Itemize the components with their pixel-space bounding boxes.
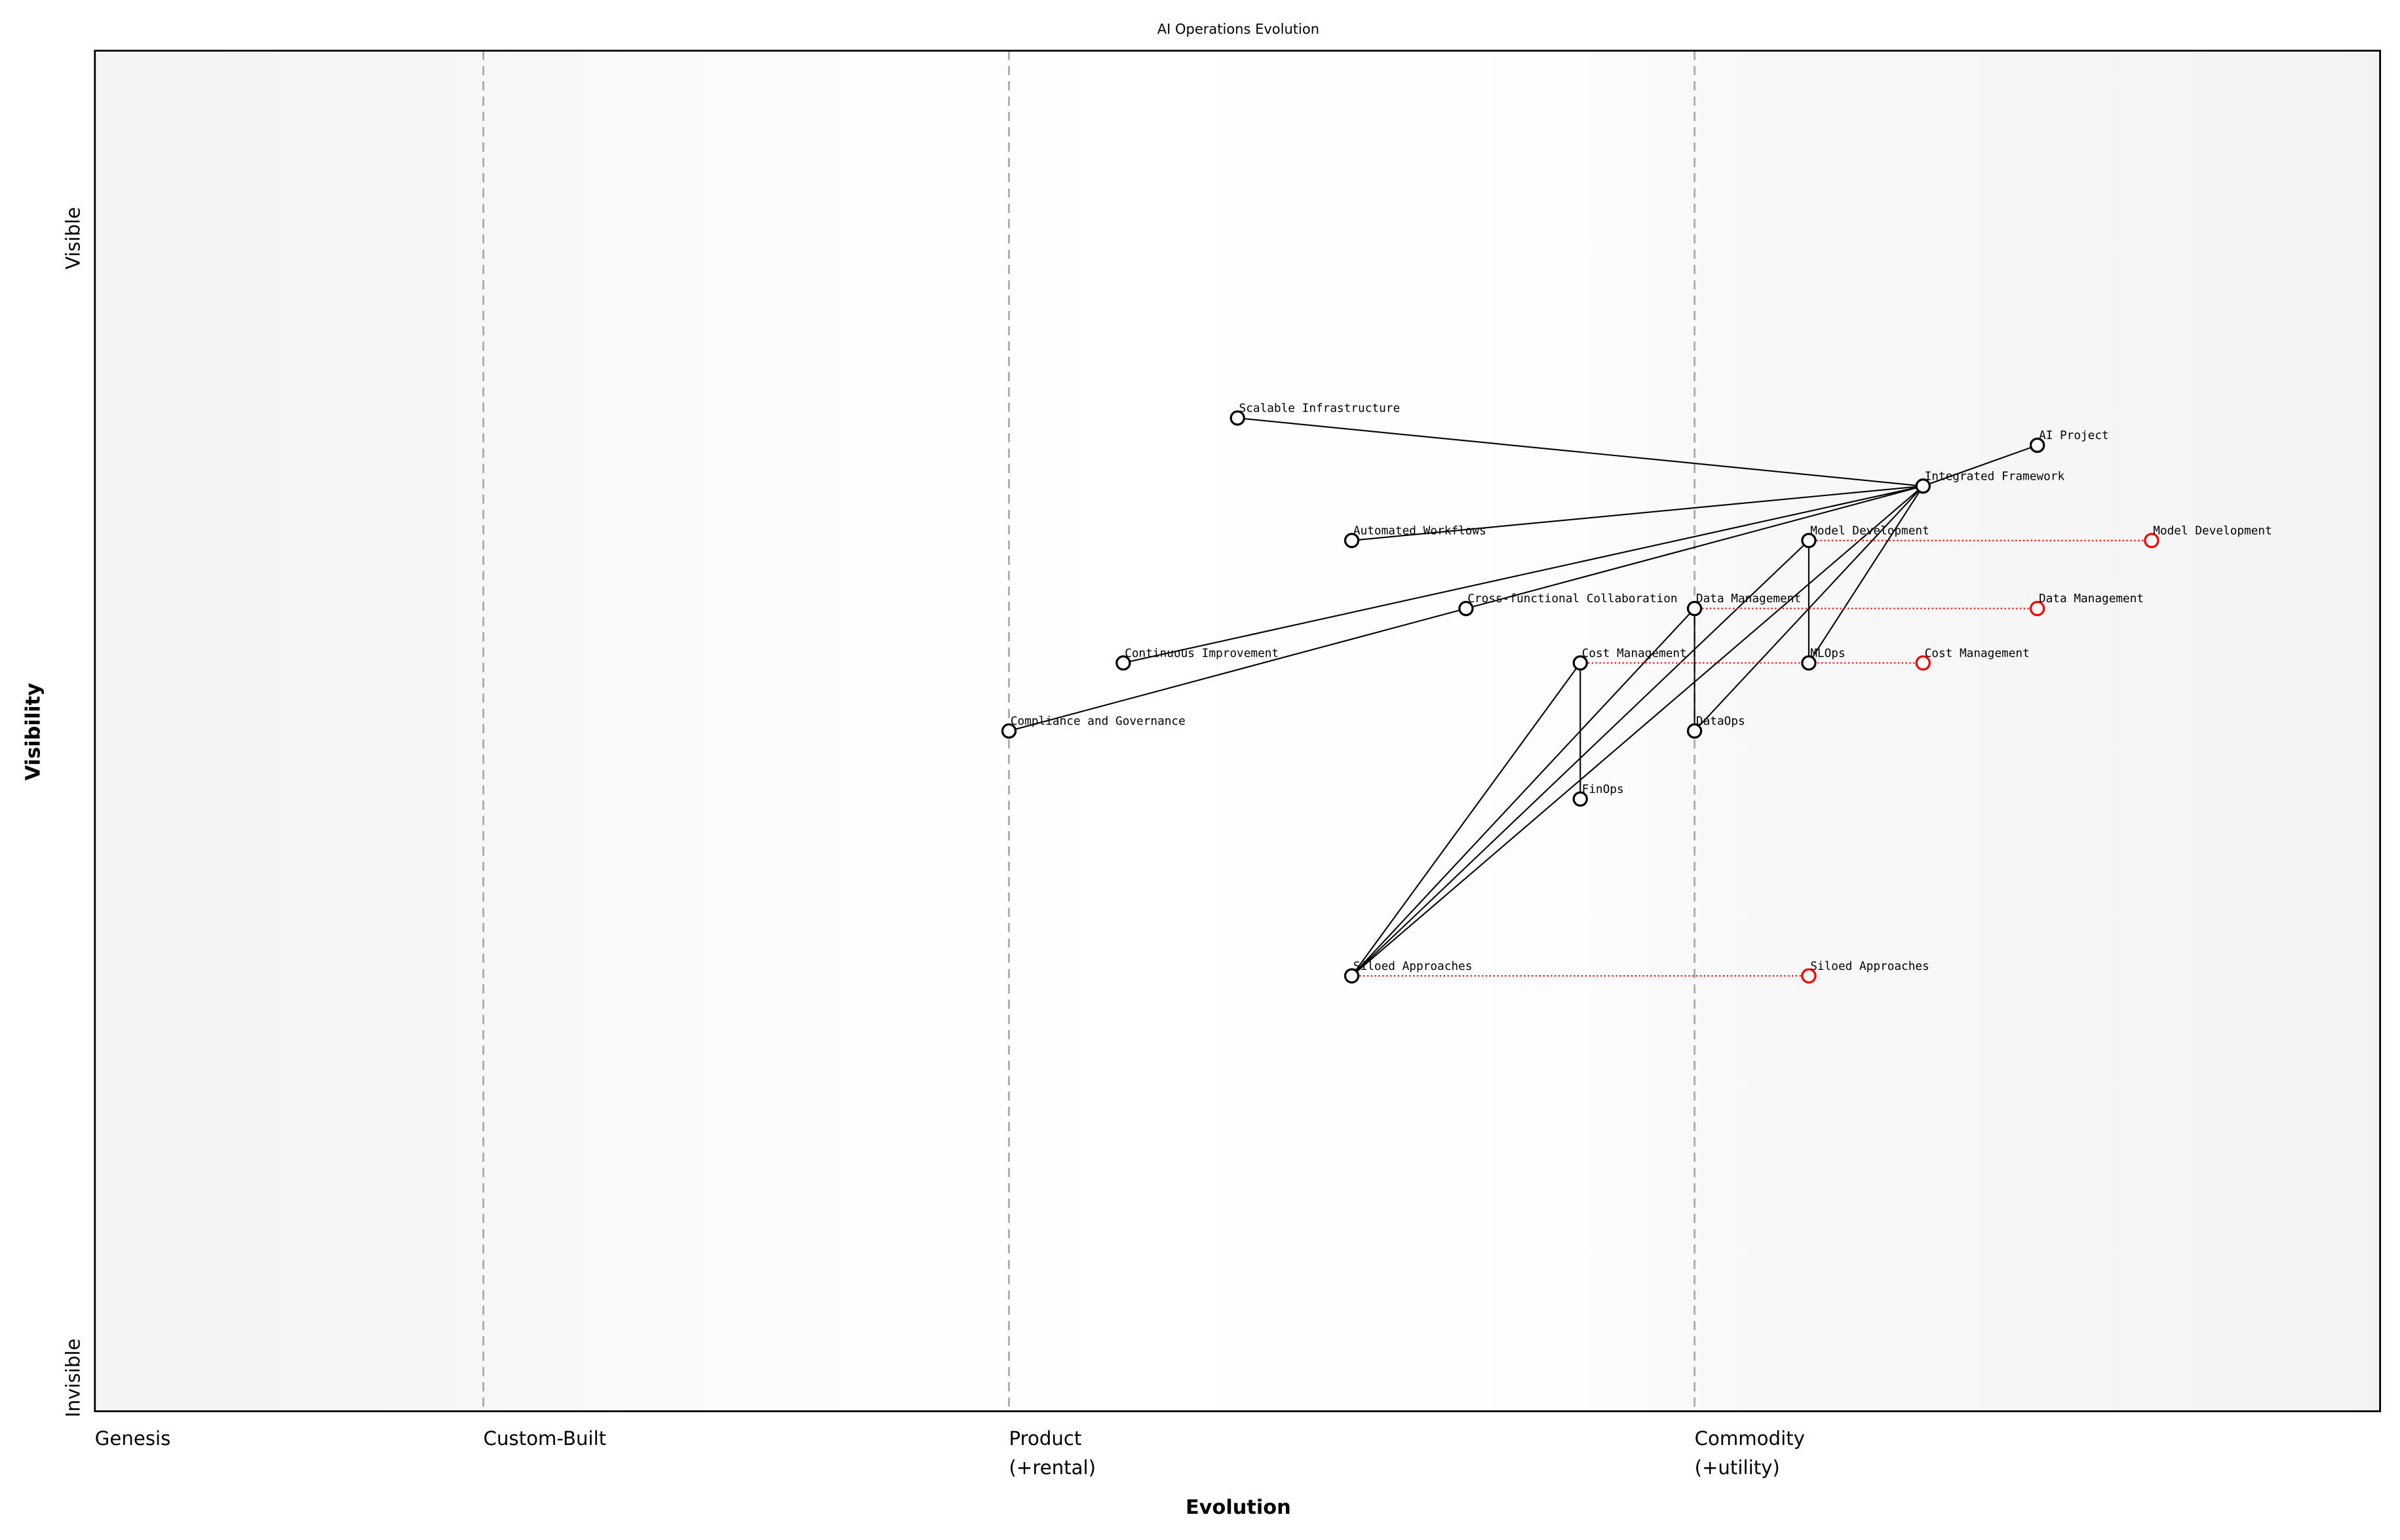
y-axis-visible-label: Visible — [62, 207, 84, 269]
label-finops: FinOps — [1582, 783, 1624, 796]
stage-label-line: Custom-Built — [484, 1427, 607, 1450]
y-axis-invisible-label: Invisible — [62, 1338, 84, 1417]
label-cost-management: Cost Management — [1582, 647, 1687, 660]
node-scalable-infrastructure[interactable] — [1229, 410, 1245, 426]
label-model-development: Model Development — [1810, 524, 1929, 537]
stage-label-line: Product — [1009, 1427, 1082, 1450]
node-finops[interactable] — [1572, 791, 1588, 807]
evolved-node-cost-management[interactable] — [1915, 655, 1931, 671]
label-cross-functional-collaboration: Cross-functional Collaboration — [1467, 592, 1677, 606]
node-cost-management[interactable] — [1572, 655, 1588, 671]
node-model-development[interactable] — [1801, 533, 1817, 549]
evolved-label-model-development: Model Development — [2153, 524, 2272, 537]
stage-label-genesis: Genesis — [95, 1427, 171, 1450]
stage-label-commodity-utility-: Commodity (+utility) — [1695, 1427, 1805, 1478]
evolved-node-model-development[interactable] — [2144, 533, 2159, 549]
stage-label-line: Genesis — [95, 1427, 171, 1450]
plot-background — [94, 50, 2380, 1412]
link-integrated-framework-to-siloed-approaches — [1351, 485, 1924, 976]
map-title: AI Operations Evolution — [1157, 21, 1319, 37]
evolved-node-data-management[interactable] — [2029, 600, 2045, 617]
node-dataops[interactable] — [1686, 723, 1703, 739]
link-integrated-framework-to-automated-workflows — [1351, 485, 1924, 541]
node-ai-project[interactable] — [2029, 437, 2045, 453]
node-mlops[interactable] — [1801, 655, 1817, 671]
evolved-node-siloed-approaches[interactable] — [1801, 968, 1817, 984]
label-automated-workflows: Automated Workflows — [1353, 524, 1486, 537]
node-compliance-and-governance[interactable] — [1001, 723, 1017, 739]
label-ai-project: AI Project — [2039, 429, 2109, 442]
stage-label-line: (+rental) — [1009, 1456, 1096, 1478]
label-dataops: DataOps — [1696, 715, 1745, 728]
stage-label-custom-built: Custom-Built — [484, 1427, 607, 1450]
node-automated-workflows[interactable] — [1344, 533, 1360, 549]
node-continuous-improvement[interactable] — [1115, 655, 1131, 671]
link-cost-management-to-siloed-approaches — [1351, 663, 1581, 976]
y-axis-label: Visibility — [22, 683, 45, 780]
label-scalable-infrastructure: Scalable Infrastructure — [1239, 402, 1401, 415]
x-axis-label: Evolution — [1186, 1496, 1291, 1519]
label-data-management: Data Management — [1696, 592, 1801, 606]
node-integrated-framework[interactable] — [1915, 478, 1931, 494]
node-data-management[interactable] — [1686, 600, 1703, 617]
components: Model Development Data Management Cost Man… — [1001, 402, 2272, 984]
node-cross-functional-collaboration[interactable] — [1458, 600, 1474, 617]
label-continuous-improvement: Continuous Improvement — [1125, 647, 1279, 660]
link-integrated-framework-to-continuous-improvement — [1123, 485, 1924, 664]
label-compliance-and-governance: Compliance and Governance — [1011, 715, 1186, 728]
link-integrated-framework-to-scalable-infrastructure — [1237, 417, 1924, 487]
link-integrated-framework-to-cross-functional-collaboration — [1465, 485, 1924, 609]
stage-tick-labels: Genesis Custom-Built Product (+rental) Commo… — [95, 1427, 1805, 1478]
evolved-label-cost-management: Cost Management — [1925, 647, 2030, 660]
stage-label-line: (+utility) — [1695, 1456, 1780, 1478]
link-data-management-to-siloed-approaches — [1351, 607, 1695, 976]
stage-label-product-rental-: Product (+rental) — [1009, 1427, 1096, 1478]
label-siloed-approaches: Siloed Approaches — [1353, 960, 1473, 973]
node-siloed-approaches[interactable] — [1344, 968, 1360, 984]
links — [1009, 417, 2038, 976]
link-cross-functional-collaboration-to-compliance-and-governance — [1009, 607, 1467, 732]
link-ai-project-to-integrated-framework — [1922, 444, 2038, 487]
label-mlops: MLOps — [1810, 647, 1845, 660]
evolved-label-siloed-approaches: Siloed Approaches — [1810, 960, 1929, 973]
stage-label-line: Commodity — [1695, 1427, 1805, 1450]
plot-frame — [94, 49, 2382, 1412]
label-integrated-framework: Integrated Framework — [1925, 470, 2065, 483]
evolved-label-data-management: Data Management — [2039, 592, 2144, 606]
link-integrated-framework-to-mlops — [1808, 486, 1924, 664]
